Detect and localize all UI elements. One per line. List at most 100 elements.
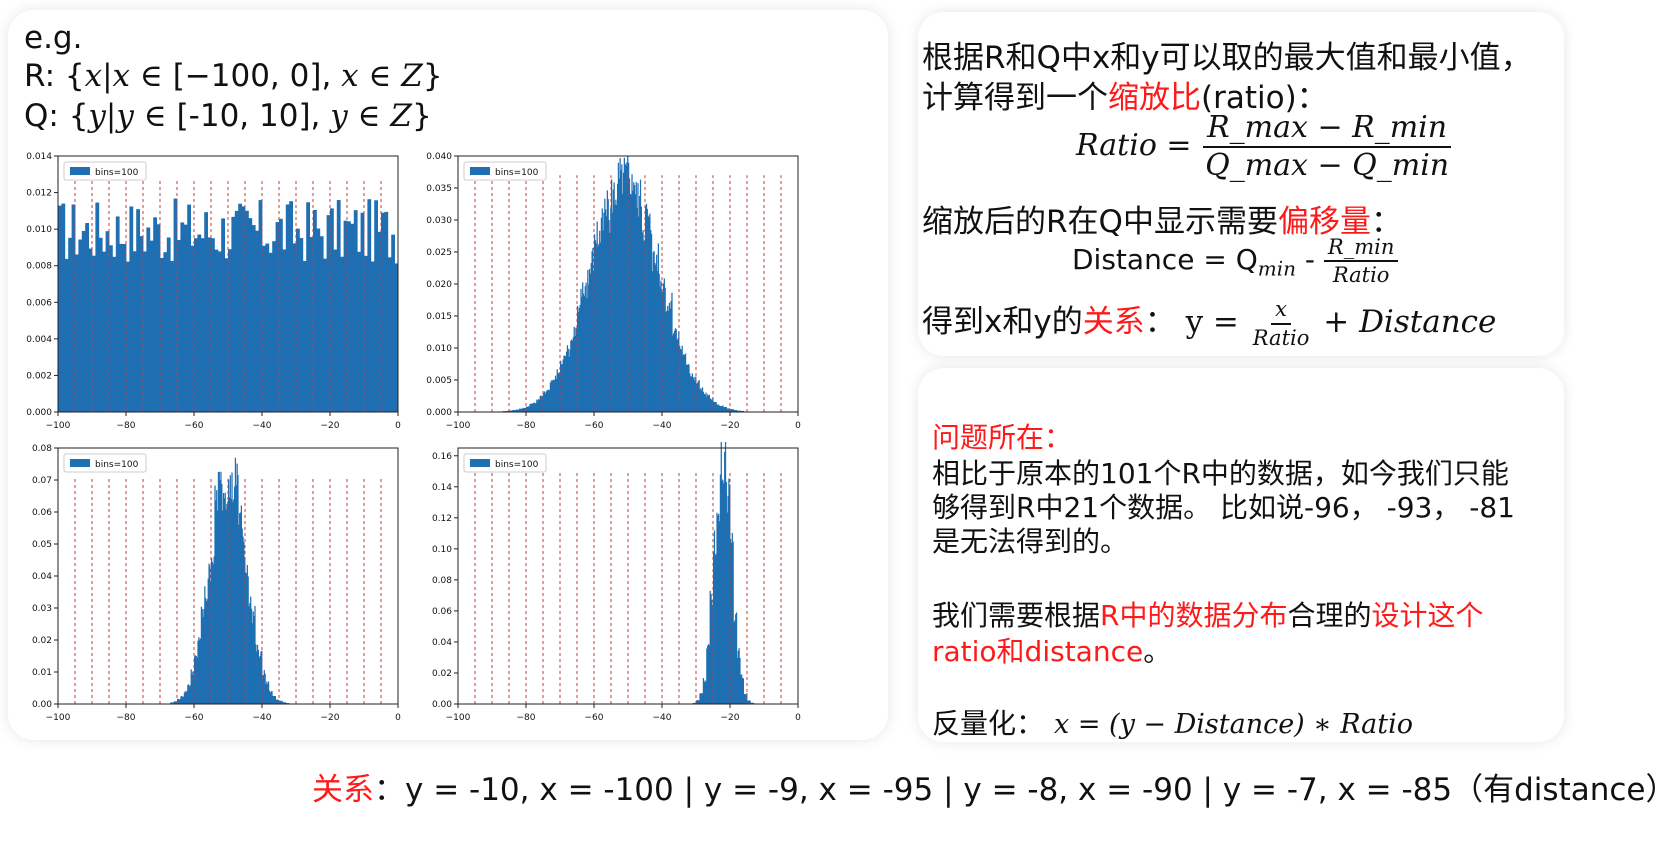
histogram-bar	[575, 327, 577, 412]
histogram-bar	[326, 215, 331, 412]
histogram-bar	[657, 243, 659, 412]
histogram-bar	[602, 230, 604, 412]
histogram-bar	[665, 312, 667, 412]
histogram-bar	[741, 410, 743, 412]
histogram-bar	[263, 670, 265, 704]
histogram-bar	[284, 702, 286, 704]
histogram-bar	[737, 650, 739, 704]
histogram-bar	[735, 410, 738, 412]
histogram-bar	[249, 603, 251, 704]
histogram-bar	[61, 203, 66, 412]
histogram-bar	[742, 410, 744, 412]
histogram-bar	[81, 230, 86, 412]
histogram-bar	[732, 409, 734, 412]
histogram-bar	[506, 410, 508, 412]
histogram-bar	[156, 224, 161, 412]
x-tick-label: −40	[253, 421, 272, 431]
histogram-bar	[521, 408, 523, 412]
y-tick-label: 0.014	[26, 152, 52, 162]
histogram-bar	[551, 380, 553, 412]
histogram-bar	[163, 252, 168, 412]
histogram-bar	[723, 483, 725, 704]
histogram-bar	[197, 640, 199, 704]
histogram-bar	[268, 252, 273, 412]
histogram-bar	[509, 410, 512, 412]
histogram-bar	[710, 593, 712, 704]
histogram-bar	[703, 393, 705, 412]
histogram-bar	[199, 639, 201, 704]
histogram-normal-narrow: −100 −80 −60 −40 −20 0 0.00 0.02 0.04 0.06 0.08 0.1…	[412, 442, 810, 726]
histogram-bar	[242, 536, 244, 704]
x-tick-label: −80	[517, 421, 536, 431]
histogram-bar	[591, 251, 593, 412]
histogram-bar	[682, 355, 684, 412]
legend-label: bins=100	[495, 460, 539, 470]
histogram-bar	[631, 174, 633, 412]
histogram-bar	[616, 205, 618, 412]
histogram-bar	[200, 606, 203, 704]
histogram-bar	[634, 194, 637, 412]
histogram-bar	[276, 699, 278, 704]
histogram-bar	[707, 395, 710, 412]
histogram-bar	[208, 563, 210, 704]
histogram-bar	[256, 644, 259, 704]
histogram-bar	[612, 189, 614, 412]
histogram-bar	[701, 693, 703, 704]
histogram-bar	[581, 296, 583, 412]
histogram-bar	[638, 216, 640, 412]
legend-label: bins=100	[495, 168, 539, 178]
y-tick-label: 0.12	[432, 514, 452, 524]
histogram-bar	[149, 240, 154, 412]
y-tick-label: 0.005	[426, 376, 452, 386]
ratio-highlight: 缩放比	[1108, 80, 1201, 116]
histogram-bar	[187, 204, 191, 412]
histogram-bar	[696, 382, 699, 412]
histogram-bar	[88, 248, 93, 412]
histogram-bar	[166, 237, 171, 412]
histogram-bar	[580, 288, 582, 412]
histogram-bar	[213, 556, 215, 704]
histogram-bar	[248, 606, 250, 704]
histogram-bar	[175, 701, 177, 704]
histogram-bar	[531, 403, 533, 412]
y-tick-label: 0.000	[26, 408, 52, 418]
histogram-bar	[614, 204, 616, 412]
histogram-bar	[636, 207, 638, 412]
histogram-bar	[736, 657, 739, 704]
histogram-bar	[218, 471, 220, 704]
histogram-bar	[702, 678, 705, 704]
histogram-bar	[160, 257, 164, 412]
histogram-bar	[192, 671, 194, 704]
histogram-bar	[241, 206, 246, 412]
y-tick-label: 0.04	[32, 572, 52, 582]
histogram-bar	[563, 355, 565, 412]
histogram-bar	[187, 684, 189, 704]
histogram-bar	[239, 513, 241, 704]
histogram-bar	[269, 692, 271, 704]
histogram-bar	[554, 375, 557, 412]
histogram-bar	[641, 232, 643, 412]
histogram-bar	[381, 212, 385, 412]
histogram-bar	[701, 693, 704, 704]
problem-text-line-2: 够得到R中21个数据。 比如说-96， -93， -81	[932, 491, 1515, 524]
histogram-bar	[661, 292, 663, 412]
histogram-bar	[714, 401, 716, 412]
histogram-bar	[537, 399, 540, 412]
histogram-bar	[511, 410, 513, 412]
histogram-bar	[224, 258, 229, 412]
histogram-bar	[205, 597, 207, 704]
histogram-bar	[731, 409, 733, 412]
histogram-bar	[272, 241, 276, 412]
histogram-bar	[609, 232, 611, 412]
histogram-bar	[526, 406, 529, 412]
y-tick-label: 0.14	[432, 483, 452, 493]
histogram-bar	[710, 399, 712, 412]
histogram-bar	[197, 234, 202, 412]
histogram-bar	[518, 409, 520, 412]
histogram-bar	[594, 234, 596, 412]
histogram-bar	[245, 572, 247, 704]
x-tick-label: 0	[395, 713, 401, 723]
relation-examples: 关系：y = -10, x = -100 | y = -9, x = -95 |…	[312, 772, 1668, 808]
histogram-bar	[620, 170, 622, 412]
histogram-bar	[600, 217, 603, 412]
